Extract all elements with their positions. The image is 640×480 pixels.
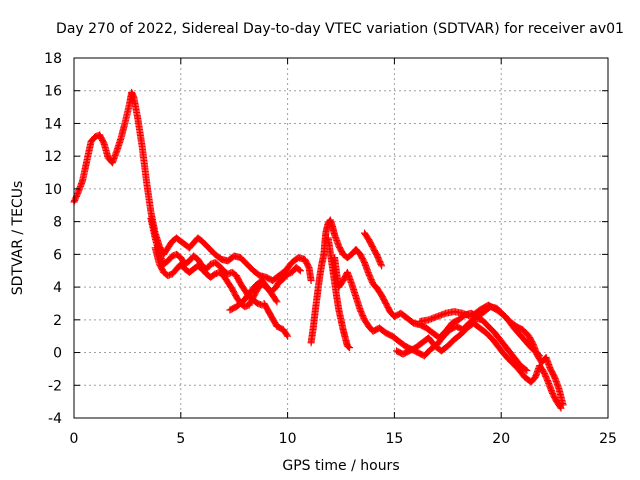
y-tick-label: -4 [48, 411, 62, 427]
data-point-marker [272, 297, 280, 305]
y-tick-label: 4 [53, 280, 62, 296]
axis-ticks: 0 5 10 15 20 25 -4 -2 0 2 4 6 8 10 12 14 16 18 [44, 51, 617, 447]
plot-frame [73, 57, 609, 419]
x-tick-label: 10 [279, 431, 297, 447]
data-series [360, 229, 386, 270]
x-tick-label: 25 [599, 431, 617, 447]
y-tick-label: 2 [53, 313, 62, 329]
data-point-marker [522, 366, 530, 374]
x-tick-label: 15 [385, 431, 403, 447]
data-series [393, 319, 565, 412]
data-points [70, 88, 567, 412]
x-tick-label: 5 [176, 431, 185, 447]
data-point-marker [273, 298, 281, 306]
data-point-marker [283, 331, 291, 339]
y-tick-label: 12 [44, 149, 62, 165]
data-point-marker [284, 332, 292, 340]
data-point-marker [377, 260, 385, 268]
y-tick-label: 16 [44, 84, 62, 100]
y-tick-label: 6 [53, 247, 62, 263]
data-point-marker [536, 352, 544, 360]
data-series [416, 301, 544, 360]
data-point-marker [523, 367, 531, 375]
data-point-marker [535, 351, 543, 359]
y-tick-label: 10 [44, 182, 62, 198]
x-tick-label: 0 [70, 431, 79, 447]
y-axis-label: SDTVAR / TECUs [10, 181, 26, 296]
y-tick-label: -2 [48, 378, 62, 394]
data-series [307, 216, 567, 409]
data-point-marker [378, 262, 386, 270]
y-tick-label: 8 [53, 215, 62, 231]
data-series [260, 299, 292, 340]
data-point-marker [344, 343, 352, 351]
x-tick-label: 20 [492, 431, 510, 447]
data-point-marker [346, 344, 354, 352]
chart-title: Day 270 of 2022, Sidereal Day-to-day VTE… [56, 21, 624, 37]
x-axis-label: GPS time / hours [282, 458, 399, 474]
data-point-marker [295, 266, 303, 274]
data-point-marker [307, 277, 315, 285]
data-series [226, 277, 281, 314]
y-tick-label: 0 [53, 346, 62, 362]
data-point-marker [557, 404, 565, 412]
y-tick-label: 14 [44, 116, 62, 132]
data-point-marker [556, 403, 564, 411]
data-point-marker [296, 267, 304, 275]
y-tick-label: 18 [44, 51, 62, 67]
